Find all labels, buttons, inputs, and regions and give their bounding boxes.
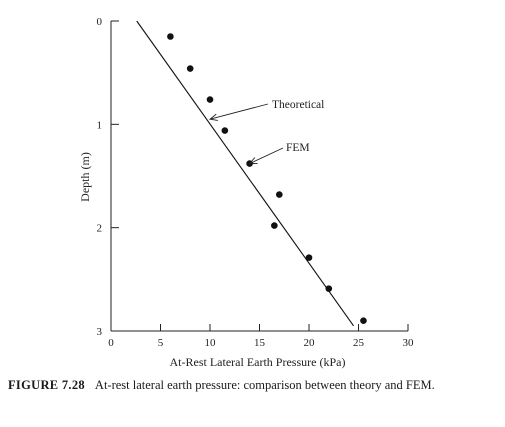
fem-arrowhead [248, 157, 258, 165]
x-tick-label: 25 [353, 337, 365, 349]
theoretical-line [136, 20, 354, 327]
x-tick-label: 15 [254, 337, 266, 349]
fem-point [167, 33, 174, 40]
ticks: 0 5 10 15 20 25 30 0 1 2 3 [97, 16, 415, 349]
axes [110, 21, 408, 332]
x-tick-label: 30 [403, 337, 415, 349]
fem-leader-line [249, 147, 284, 165]
fem-point [360, 317, 367, 324]
fem-annotation-label: FEM [286, 142, 310, 154]
y-tick-label: 3 [97, 326, 103, 338]
y-tick-label: 0 [97, 16, 103, 28]
fem-point [276, 191, 283, 198]
theoretical-leader-line [209, 103, 269, 120]
annotations: Theoretical FEM [208, 99, 324, 165]
theoretical-annotation-label: Theoretical [272, 99, 324, 111]
fem-point [206, 96, 214, 103]
y-tick-label: 2 [97, 223, 103, 235]
y-tick-label: 1 [97, 119, 103, 131]
figure-caption: FIGURE 7.28 At-rest lateral earth pressur… [8, 378, 498, 393]
x-tick-label: 5 [158, 337, 164, 349]
y-axis-title: Depth (m) [78, 152, 92, 202]
x-axis-title: At-Rest Lateral Earth Pressure (kPa) [170, 355, 346, 369]
x-tick-label: 10 [205, 337, 217, 349]
figure-number: FIGURE 7.28 [8, 378, 85, 392]
theoretical-arrowhead [208, 113, 218, 121]
fem-point [186, 65, 194, 72]
marks [136, 20, 367, 327]
fem-point [271, 222, 278, 229]
x-tick-label: 0 [108, 337, 114, 349]
fem-point [221, 127, 229, 134]
fem-point [325, 285, 333, 292]
figure-caption-text: At-rest lateral earth pressure: comparis… [94, 378, 435, 392]
fem-point [305, 254, 313, 261]
x-tick-label: 20 [304, 337, 316, 349]
